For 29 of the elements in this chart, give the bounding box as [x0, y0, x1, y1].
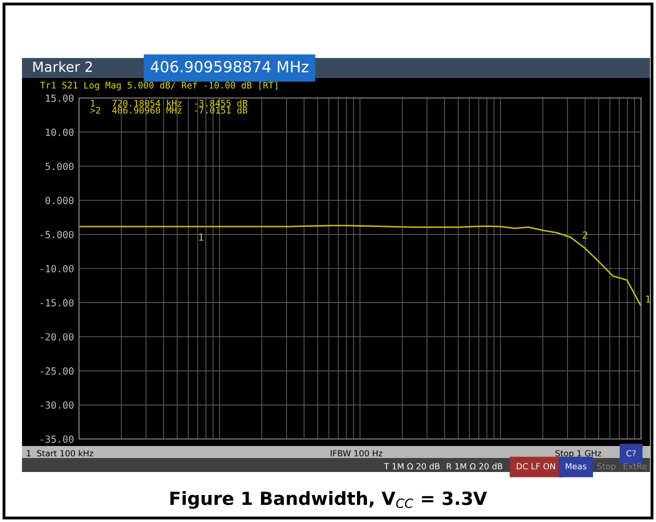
y-tick-label: -35.00	[40, 436, 74, 443]
text: Stop	[598, 463, 616, 472]
text: Stop 1 GHz	[556, 450, 602, 458]
y-tick-label: -5.000	[40, 230, 74, 238]
y-tick-label: -15.00	[40, 299, 74, 306]
text: T 1M Ω 20 dB	[384, 462, 440, 470]
text: C?	[626, 450, 636, 456]
y-tick-label: 0.000	[46, 196, 74, 204]
y-tick-label: -20.00	[40, 333, 74, 341]
y-tick-label: 15.00	[46, 94, 74, 102]
y-tick-label: 10.00	[46, 128, 74, 136]
text: 406.909598874 MHz	[150, 60, 308, 72]
chart-subtitle: Tr1 S21 Log Mag 5.000 dB/ Ref -10.00 dB [RT]	[40, 82, 278, 90]
y-tick-label: 5.000	[46, 162, 74, 170]
y-tick-label: -25.00	[40, 367, 74, 375]
y-tick-label: -10.00	[40, 265, 74, 272]
annotation: 1 720.18054 kHz -3.8455 dB	[91, 100, 248, 107]
annotation: 2	[582, 231, 588, 239]
text: IFBW 100 Hz	[330, 450, 382, 456]
text: 1 Start 100 kHz	[26, 450, 94, 456]
text: R 1M Ω 20 dB	[446, 462, 502, 470]
y-tick-label: -30.00	[40, 401, 74, 409]
text: Figure 1 Bandwidth, V$_{CC}$ = 3.3V	[170, 491, 488, 509]
text: ExtRe	[624, 463, 647, 470]
text: Meas	[566, 463, 586, 470]
annotation: >2 406.90960 MHz -7.0151 dB	[90, 106, 248, 114]
text: DC LF ON	[516, 463, 555, 470]
annotation: 1	[199, 234, 204, 241]
text: Marker 2	[33, 61, 92, 72]
